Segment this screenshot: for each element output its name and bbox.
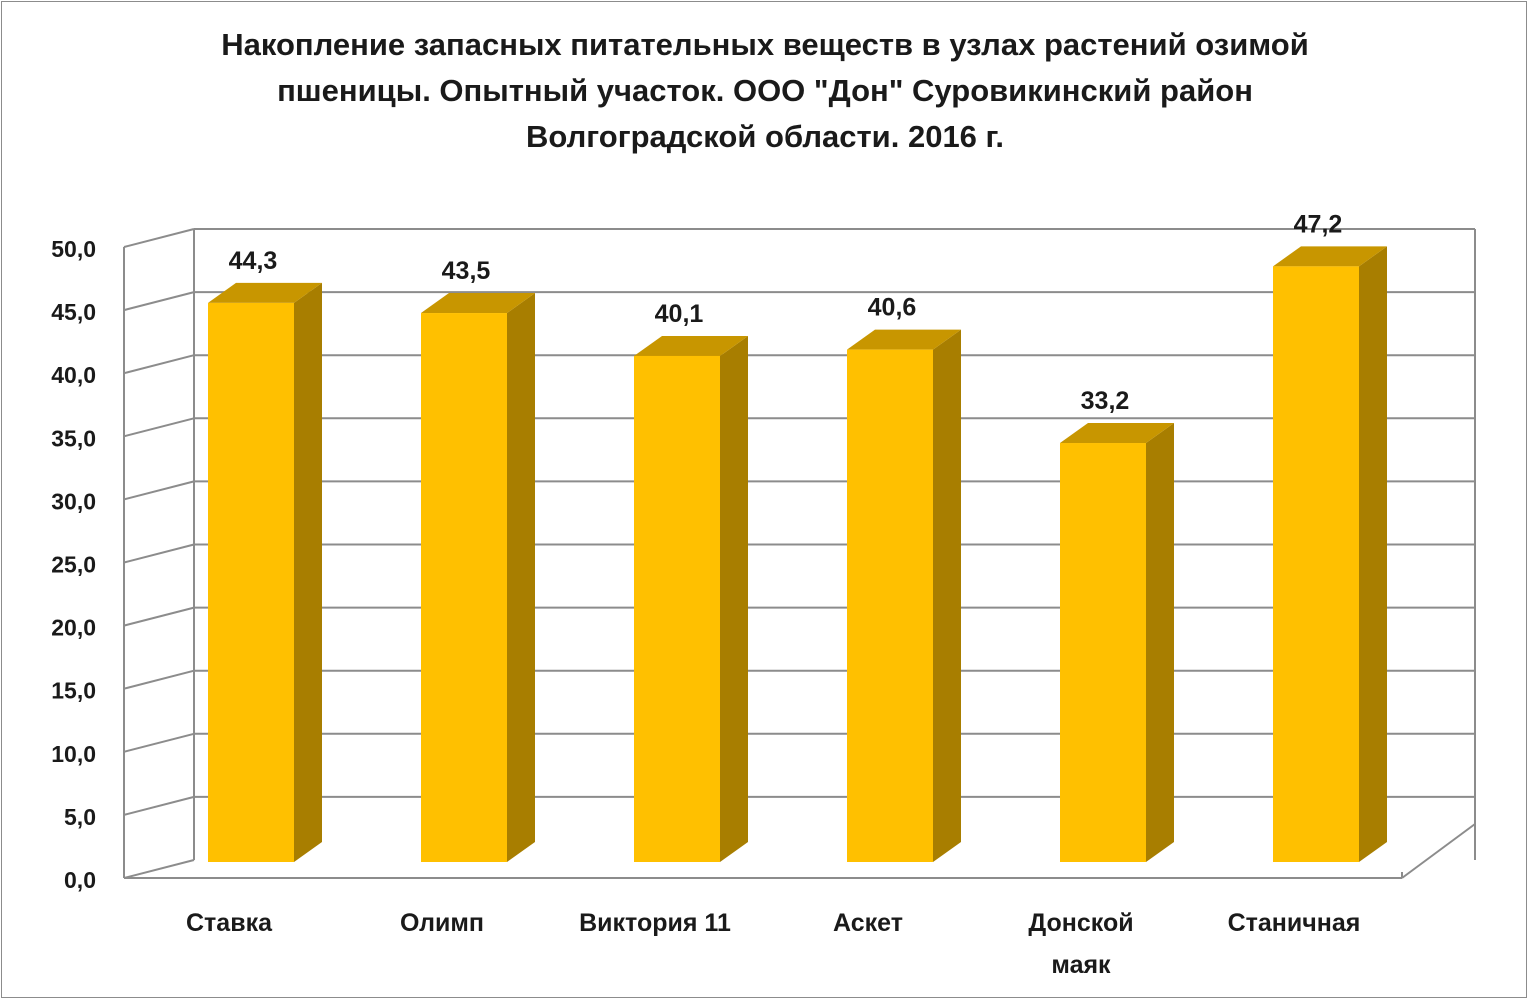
bar [1060,443,1146,862]
chart-title-line-3: Волгоградской области. 2016 г. [526,119,1004,154]
data-label: 40,1 [655,300,704,328]
floor-right-edge [1401,823,1476,879]
bar-top [634,335,748,356]
y-tick-label: 35,0 [51,425,96,451]
data-label: 44,3 [229,247,278,275]
bar-top [421,293,535,314]
bar-side [720,335,748,862]
y-tick-label: 15,0 [51,678,96,704]
y-tick-label: 50,0 [51,236,96,262]
grid-layer [123,228,1475,816]
y-tick-label: 30,0 [51,488,96,514]
side-gridline [123,480,195,501]
y-tick-label: 25,0 [51,552,96,578]
data-label: 47,2 [1294,210,1343,238]
side-gridline [123,354,195,375]
y-tick-label: 45,0 [51,299,96,325]
bar-side [294,282,322,863]
floor-left-edge [123,859,195,879]
bar-top [208,282,322,303]
data-label: 43,5 [442,257,491,285]
y-tick-label: 5,0 [64,804,96,830]
y-tick-label: 10,0 [51,741,96,767]
x-tick-label: Аскет [833,909,903,937]
y-tick-label: 40,0 [51,362,96,388]
bar [208,302,294,863]
side-gridline [123,291,195,312]
bar-side [1359,246,1387,862]
x-tick-label: Станичная [1228,909,1361,937]
side-gridline [123,795,195,816]
axis-layer [123,229,1476,879]
side-gridline [123,606,195,627]
side-gridline [123,543,195,564]
data-label: 33,2 [1081,387,1130,415]
x-tick-label: Виктория 11 [579,909,731,937]
bar-side [507,293,535,862]
x-tick-label: Ставка [186,909,273,937]
labels-layer: 0,0 5,0 10,0 15,0 20,0 25,0 30,0 35,0 40,0 45,0 50… [51,210,1360,979]
bars-layer [208,246,1387,863]
chart-title-line-2: пшеницы. Опытный участок. ООО "Дон" Суро… [277,73,1253,108]
bar [847,349,933,862]
chart-title: Накопление запасных питательных веществ … [165,22,1365,160]
x-tick-label: Донской [1028,909,1133,937]
bar-top [847,329,961,350]
chart-title-line-1: Накопление запасных питательных веществ … [221,27,1309,62]
side-gridline [123,669,195,690]
bar-top [1060,423,1174,444]
bar [634,355,720,862]
y-tick-label: 20,0 [51,615,96,641]
y-tick-label: 0,0 [64,867,96,893]
side-gridline [123,417,195,438]
bar-side [933,329,961,862]
bar-side [1146,423,1174,862]
bar [421,313,507,862]
side-gridline [123,228,195,248]
data-label: 40,6 [868,294,917,322]
x-tick-label: Олимп [400,909,484,937]
side-gridline [123,732,195,753]
x-tick-label: маяк [1051,951,1111,979]
bar [1273,266,1359,862]
bar-top [1273,246,1387,267]
